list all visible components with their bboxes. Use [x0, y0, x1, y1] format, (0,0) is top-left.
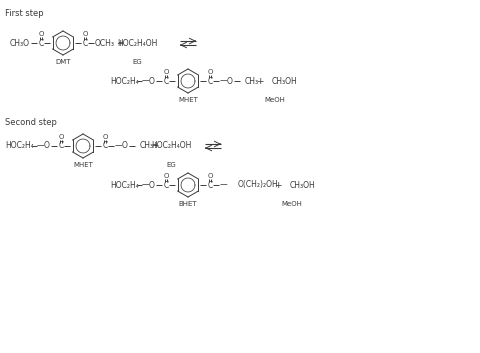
Text: HOC₂H₄OH: HOC₂H₄OH: [117, 38, 157, 48]
Text: +: +: [151, 142, 158, 150]
Text: C: C: [38, 38, 44, 48]
Text: O: O: [163, 173, 168, 179]
Text: DMT: DMT: [55, 59, 71, 65]
Text: MeOH: MeOH: [281, 201, 302, 207]
Text: HOC₂H₄: HOC₂H₄: [5, 142, 34, 150]
Text: O: O: [149, 77, 155, 85]
Text: +: +: [274, 180, 281, 190]
Text: O: O: [207, 69, 212, 75]
Text: —: —: [141, 77, 148, 85]
Text: MeOH: MeOH: [264, 97, 285, 103]
Text: CH₃O: CH₃O: [10, 38, 30, 48]
Text: O: O: [163, 69, 168, 75]
Text: CH₃: CH₃: [244, 77, 259, 85]
Text: O: O: [102, 134, 108, 140]
Text: O: O: [44, 142, 50, 150]
Text: First step: First step: [5, 9, 44, 18]
Text: Second step: Second step: [5, 118, 57, 127]
Text: MHET: MHET: [73, 162, 93, 168]
Text: HOC₂H₄: HOC₂H₄: [110, 180, 138, 190]
Text: O: O: [122, 142, 128, 150]
Text: HOC₂H₄: HOC₂H₄: [110, 77, 138, 85]
Text: C: C: [82, 38, 87, 48]
Text: —: —: [219, 77, 227, 85]
Text: C: C: [163, 180, 168, 190]
Text: O: O: [149, 180, 155, 190]
Text: EG: EG: [166, 162, 176, 168]
Text: CH₃OH: CH₃OH: [289, 180, 315, 190]
Text: EG: EG: [132, 59, 142, 65]
Text: —: —: [36, 142, 44, 150]
Text: O: O: [38, 31, 44, 37]
Text: O: O: [82, 31, 87, 37]
Text: BHET: BHET: [178, 201, 197, 207]
Text: C: C: [58, 142, 63, 150]
Text: O(CH₂)₂OH: O(CH₂)₂OH: [238, 180, 278, 190]
Text: O: O: [58, 134, 63, 140]
Text: CH₃: CH₃: [140, 142, 154, 150]
Text: C: C: [207, 77, 212, 85]
Text: —: —: [219, 180, 227, 190]
Text: C: C: [102, 142, 108, 150]
Text: +: +: [256, 77, 263, 85]
Text: O: O: [227, 77, 232, 85]
Text: OCH₃: OCH₃: [95, 38, 115, 48]
Text: HOC₂H₄OH: HOC₂H₄OH: [151, 142, 191, 150]
Text: MHET: MHET: [178, 97, 198, 103]
Text: +: +: [116, 38, 123, 48]
Text: —: —: [141, 180, 148, 190]
Text: O: O: [207, 173, 212, 179]
Text: —: —: [114, 142, 121, 150]
Text: CH₃OH: CH₃OH: [271, 77, 297, 85]
Text: C: C: [163, 77, 168, 85]
Text: C: C: [207, 180, 212, 190]
